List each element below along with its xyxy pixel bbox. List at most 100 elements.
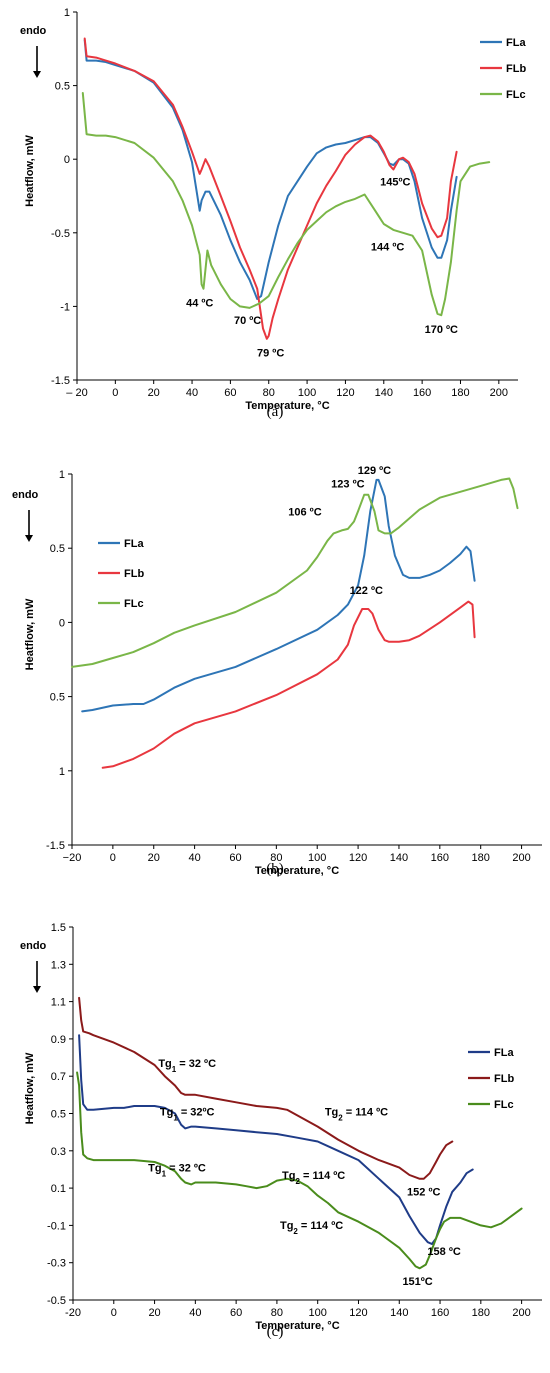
y-tick-label: 0.5 [50, 692, 65, 704]
legend-label-flc: FLc [124, 598, 144, 610]
legend-label-flc: FLc [494, 1099, 514, 1111]
y-tick-label: -0.1 [47, 1220, 66, 1232]
y-axis-label: Heatflow, mW [24, 598, 36, 670]
series-line-fla [78, 1034, 474, 1245]
peak-annotation: Tg1 = 32ºC [160, 1106, 215, 1122]
series-line-flb [83, 37, 458, 340]
x-tick-label: – 20 [66, 387, 87, 399]
x-tick-label: 180 [472, 852, 490, 864]
x-tick-label: 120 [336, 387, 354, 399]
endo-label: endo [12, 489, 39, 501]
peak-annotation: 145ºC [380, 177, 410, 189]
peak-annotation: Tg2 = 114 ºC [280, 1220, 343, 1236]
y-tick-label: 1 [59, 766, 65, 778]
x-tick-label: 40 [186, 387, 198, 399]
x-tick-label: 60 [224, 387, 236, 399]
x-tick-label: -20 [65, 1307, 81, 1319]
y-tick-label: 1.1 [51, 997, 66, 1009]
peak-annotation: 158 ºC [427, 1246, 460, 1258]
y-tick-label: -1.5 [46, 840, 65, 852]
panel-label: (a) [267, 404, 284, 420]
x-tick-label: −20 [63, 852, 82, 864]
x-tick-label: 180 [472, 1307, 490, 1319]
y-tick-label: 0.5 [51, 1109, 66, 1121]
y-tick-label: 0.5 [50, 543, 65, 555]
y-tick-label: 0.5 [55, 81, 70, 93]
x-tick-label: 20 [148, 1307, 160, 1319]
legend-label-flc: FLc [506, 89, 526, 101]
peak-annotation: 170 ºC [425, 324, 458, 336]
series-line-fla [81, 478, 476, 713]
x-tick-label: 200 [512, 1307, 530, 1319]
legend-label-fla: FLa [124, 538, 144, 550]
y-tick-label: -0.3 [47, 1258, 66, 1270]
peak-annotation: Tg2 = 114 ºC [282, 1170, 345, 1186]
x-axis-label: Temperature, °C [255, 1320, 339, 1332]
series-line-fla [83, 39, 458, 300]
peak-annotation: 151ºC [402, 1276, 432, 1288]
x-tick-label: 40 [188, 852, 200, 864]
x-tick-label: 100 [308, 852, 326, 864]
series-line-flb [101, 600, 476, 769]
x-axis-label: Temperature, °C [255, 865, 339, 877]
x-tick-label: 180 [451, 387, 469, 399]
panel-label: (b) [266, 861, 284, 877]
legend-label-fla: FLa [494, 1047, 514, 1059]
legend-label-fla: FLa [506, 37, 526, 49]
peak-annotation: Tg1 = 32 ºC [148, 1162, 206, 1178]
x-tick-label: 60 [229, 852, 241, 864]
y-tick-label: 1 [59, 469, 65, 481]
x-tick-label: 100 [309, 1307, 327, 1319]
legend-label-flb: FLb [124, 568, 144, 580]
series-line-flc [71, 477, 519, 668]
endo-label: endo [20, 25, 47, 37]
peak-annotation: Tg1 = 32 ºC [158, 1058, 216, 1074]
x-tick-label: 140 [390, 852, 408, 864]
y-axis-label: Heatflow, mW [24, 135, 36, 207]
x-tick-label: 80 [271, 1307, 283, 1319]
peak-annotation: 122 ºC [350, 585, 383, 597]
y-tick-label: -0.5 [47, 1295, 66, 1307]
series-line-flb [78, 996, 454, 1180]
series-line-flc [81, 92, 491, 317]
x-tick-label: 40 [189, 1307, 201, 1319]
x-tick-label: 0 [110, 852, 116, 864]
chart-panel-1: −20 0 20 40 60 80 100 120 140 160 180 200 1 0.5 0 0.5 1 -… [12, 465, 542, 877]
x-tick-label: 140 [390, 1307, 408, 1319]
x-tick-label: 100 [298, 387, 316, 399]
legend-label-flb: FLb [506, 63, 526, 75]
x-tick-label: 200 [490, 387, 508, 399]
peak-annotation: 129 ºC [358, 465, 391, 477]
x-tick-label: 160 [431, 1307, 449, 1319]
peak-annotation: 44 ºC [186, 297, 213, 309]
x-tick-label: 80 [270, 852, 282, 864]
x-tick-label: 160 [413, 387, 431, 399]
peak-annotation: 144 ºC [371, 241, 404, 253]
peak-annotation: Tg2 = 114 ºC [325, 1106, 388, 1122]
x-tick-label: 200 [512, 852, 530, 864]
endo-arrow-head-icon [25, 535, 33, 542]
x-tick-label: 0 [112, 387, 118, 399]
y-tick-label: 0.1 [51, 1183, 66, 1195]
y-tick-label: 0.9 [51, 1034, 66, 1046]
y-tick-label: -1.5 [51, 375, 70, 387]
x-tick-label: 120 [349, 1307, 367, 1319]
legend-label-flb: FLb [494, 1073, 514, 1085]
x-tick-label: 0 [111, 1307, 117, 1319]
y-tick-label: 0 [59, 617, 65, 629]
endo-arrow-head-icon [33, 986, 41, 993]
x-axis-label: Temperature, °C [245, 400, 329, 412]
x-tick-label: 140 [375, 387, 393, 399]
y-tick-label: 1 [64, 7, 70, 19]
peak-annotation: 123 ºC [331, 478, 364, 490]
y-axis-label: Heatflow, mW [24, 1052, 36, 1124]
x-tick-label: 120 [349, 852, 367, 864]
x-tick-label: 60 [230, 1307, 242, 1319]
chart-panel-0: – 20 0 20 40 60 80 100 120 140 160 180 200 1 0.5 0 -0.5… [20, 7, 526, 420]
y-tick-label: -1 [60, 301, 70, 313]
x-tick-label: 20 [148, 852, 160, 864]
x-tick-label: 80 [263, 387, 275, 399]
y-tick-label: 1.5 [51, 922, 66, 934]
y-tick-label: 1.3 [51, 959, 66, 971]
